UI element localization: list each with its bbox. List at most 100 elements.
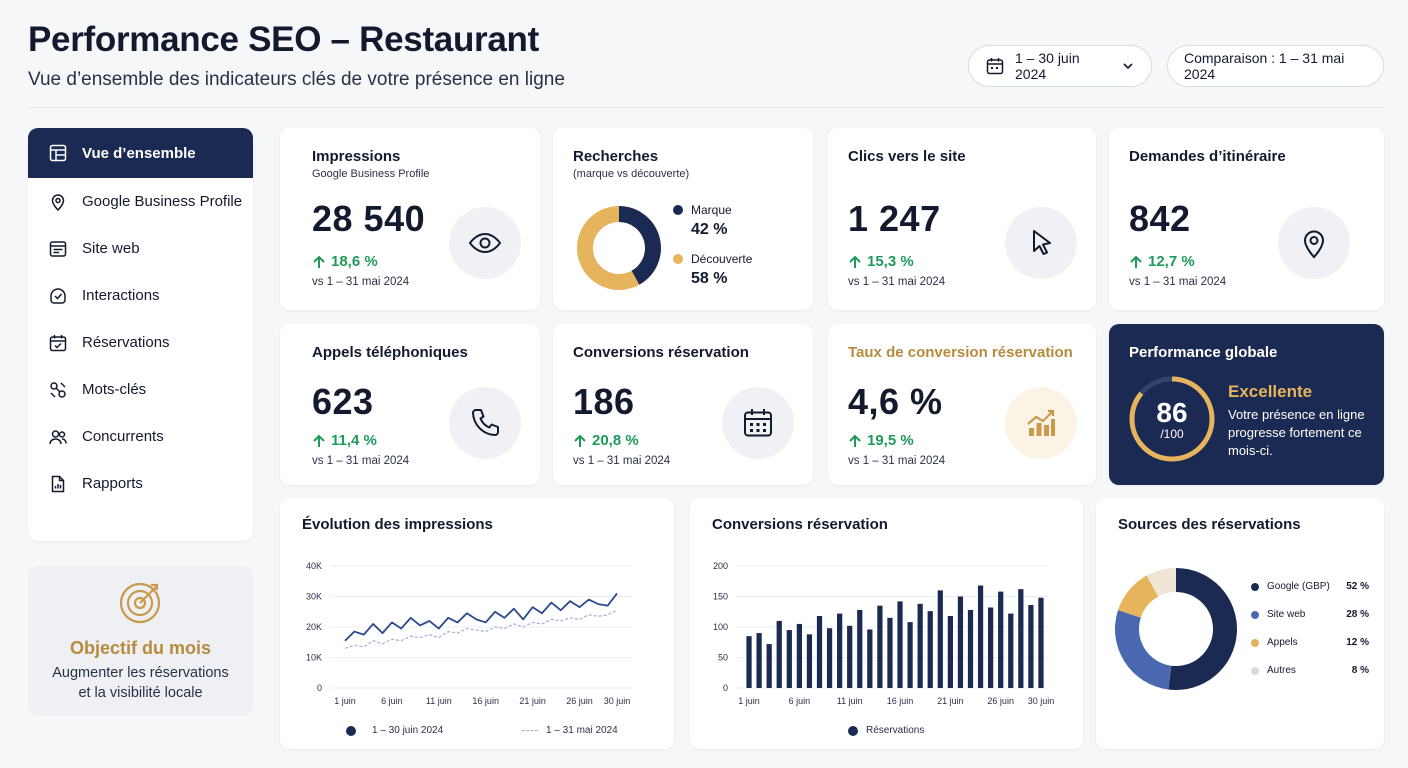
sidebar-item-overview[interactable]: Vue d’ensemble: [28, 128, 253, 178]
sidebar-item-label: Google Business Profile: [82, 193, 243, 210]
arrow-up-icon: [848, 434, 862, 448]
bar: [776, 620, 782, 688]
x-tick-label: 21 juin: [519, 696, 546, 706]
card-title: Recherches: [573, 148, 659, 165]
location-pin-icon: [48, 192, 68, 212]
y-tick-label: 50: [718, 653, 728, 663]
legend-reservations: Réservations: [848, 725, 924, 736]
x-tick-label: 21 juin: [937, 696, 964, 706]
legend-dash: [522, 730, 538, 731]
browser-icon: [48, 239, 68, 259]
legend-label: Site web: [1267, 609, 1306, 620]
calls-card: Appels téléphoniques 623 11,4 % vs 1 – 3…: [280, 324, 540, 485]
legend-label: 1 – 31 mai 2024: [546, 725, 618, 736]
arrow-up-icon: [312, 434, 326, 448]
bar: [988, 607, 994, 688]
sidebar-item-website[interactable]: Site web: [28, 225, 253, 272]
goal-card: Objectif du mois Augmenter les réservati…: [28, 566, 253, 716]
performance-label: Excellente: [1228, 382, 1313, 401]
y-tick-label: 200: [713, 561, 728, 571]
y-tick-label: 30K: [306, 592, 322, 602]
calendar-check-icon: [48, 333, 68, 353]
performance-text: Votre présence en ligne progresse fortem…: [1228, 407, 1365, 458]
kpi-compare: vs 1 – 31 mai 2024: [573, 455, 671, 467]
x-tick-label: 1 juin: [334, 696, 356, 706]
legend-discovery: Découverte: [673, 252, 752, 266]
legend-pct: 28 %: [1346, 609, 1369, 620]
bar: [746, 636, 752, 688]
page-header: Performance SEO – Restaurant Vue d’ensem…: [28, 20, 565, 91]
sidebar-item-interactions[interactable]: Interactions: [28, 272, 253, 319]
kpi-delta: 12,7 %: [1129, 253, 1195, 270]
calendar-icon: [985, 56, 1005, 76]
comparison-picker[interactable]: Comparaison : 1 – 31 mai 2024: [1167, 45, 1384, 87]
legend-dot: [673, 254, 683, 264]
x-tick-label: 30 juin: [1028, 696, 1055, 706]
bar: [907, 622, 913, 688]
bar: [877, 605, 883, 688]
goal-text-line-2: et la visibilité locale: [78, 685, 203, 701]
donut-slice-0: [619, 206, 661, 285]
icon-circle: [449, 387, 521, 459]
performance-score-ring: [1129, 376, 1215, 462]
legend-dot: [673, 205, 683, 215]
x-tick-label: 16 juin: [472, 696, 499, 706]
card-title: Impressions: [312, 148, 401, 165]
icon-circle: [1005, 387, 1077, 459]
comparison-label: Comparaison : 1 – 31 mai 2024: [1184, 50, 1345, 82]
sidebar-item-reservations[interactable]: Réservations: [28, 319, 253, 366]
sidebar-item-label: Rapports: [82, 475, 143, 492]
cursor-icon: [1024, 226, 1058, 260]
bar: [786, 630, 792, 688]
source-legend-row: Google (GBP) 52 %: [1251, 581, 1369, 592]
kpi-delta: 19,5 %: [848, 432, 914, 449]
bar: [887, 617, 893, 688]
bar: [837, 613, 843, 688]
chart-title: Sources des réservations: [1118, 516, 1301, 533]
legend-dot: [1251, 610, 1259, 619]
sidebar: Vue d’ensemble Google Business Profile S…: [28, 128, 253, 541]
calendar-icon: [741, 406, 775, 440]
bar: [967, 609, 974, 688]
conversions-chart-card: Conversions réservation 200 150 100 50 0 1 ju…: [690, 498, 1083, 749]
date-range-label: 1 – 30 juin 2024: [1015, 50, 1080, 82]
searches-donut-chart: [577, 206, 661, 290]
bar: [957, 596, 964, 688]
card-title: Demandes d’itinéraire: [1129, 148, 1286, 165]
performance-card: Performance globale 86 /100 Excellente V…: [1109, 324, 1384, 485]
sidebar-item-competitors[interactable]: Concurrents: [28, 413, 253, 460]
sidebar-item-google-business-profile[interactable]: Google Business Profile: [28, 178, 253, 225]
sidebar-item-label: Réservations: [82, 334, 170, 351]
chart-title: Conversions réservation: [712, 516, 888, 533]
source-legend-row: Appels 12 %: [1251, 637, 1369, 648]
bar: [867, 629, 873, 688]
legend-dot: [346, 725, 356, 736]
bar: [937, 590, 943, 688]
clicks-card: Clics vers le site 1 247 15,3 % vs 1 – 3…: [828, 128, 1096, 310]
legend-label: Google (GBP): [1267, 581, 1330, 592]
kpi-value: 186: [573, 381, 635, 422]
sidebar-item-label: Vue d’ensemble: [82, 144, 196, 162]
arrow-up-icon: [1129, 255, 1143, 269]
legend-dot: [1251, 666, 1259, 675]
card-title: Taux de conversion réservation: [848, 344, 1073, 361]
bar: [998, 591, 1004, 688]
sidebar-item-reports[interactable]: Rapports: [28, 460, 253, 507]
goal-title: Objectif du mois: [69, 638, 211, 658]
bar: [826, 628, 833, 688]
y-tick-label: 40K: [306, 561, 322, 571]
y-tick-label: 100: [713, 622, 728, 632]
bar: [927, 611, 933, 688]
goal-text-line-1: Augmenter les réservations: [52, 665, 229, 681]
target-icon: [118, 579, 164, 625]
sources-chart-card: Sources des réservations Google (GBP) 52 …: [1096, 498, 1384, 749]
date-range-picker[interactable]: 1 – 30 juin 2024: [968, 45, 1152, 87]
bar: [796, 623, 802, 688]
x-tick-label: 16 juin: [887, 696, 914, 706]
y-tick-label: 0: [317, 683, 322, 693]
sidebar-item-keywords[interactable]: Mots-clés: [28, 366, 253, 413]
conversions-card: Conversions réservation 186 20,8 % vs 1 …: [553, 324, 813, 485]
legend-current: 1 – 30 juin 2024: [346, 725, 443, 736]
kpi-delta: 11,4 %: [312, 432, 377, 449]
card-title: Clics vers le site: [848, 148, 966, 165]
